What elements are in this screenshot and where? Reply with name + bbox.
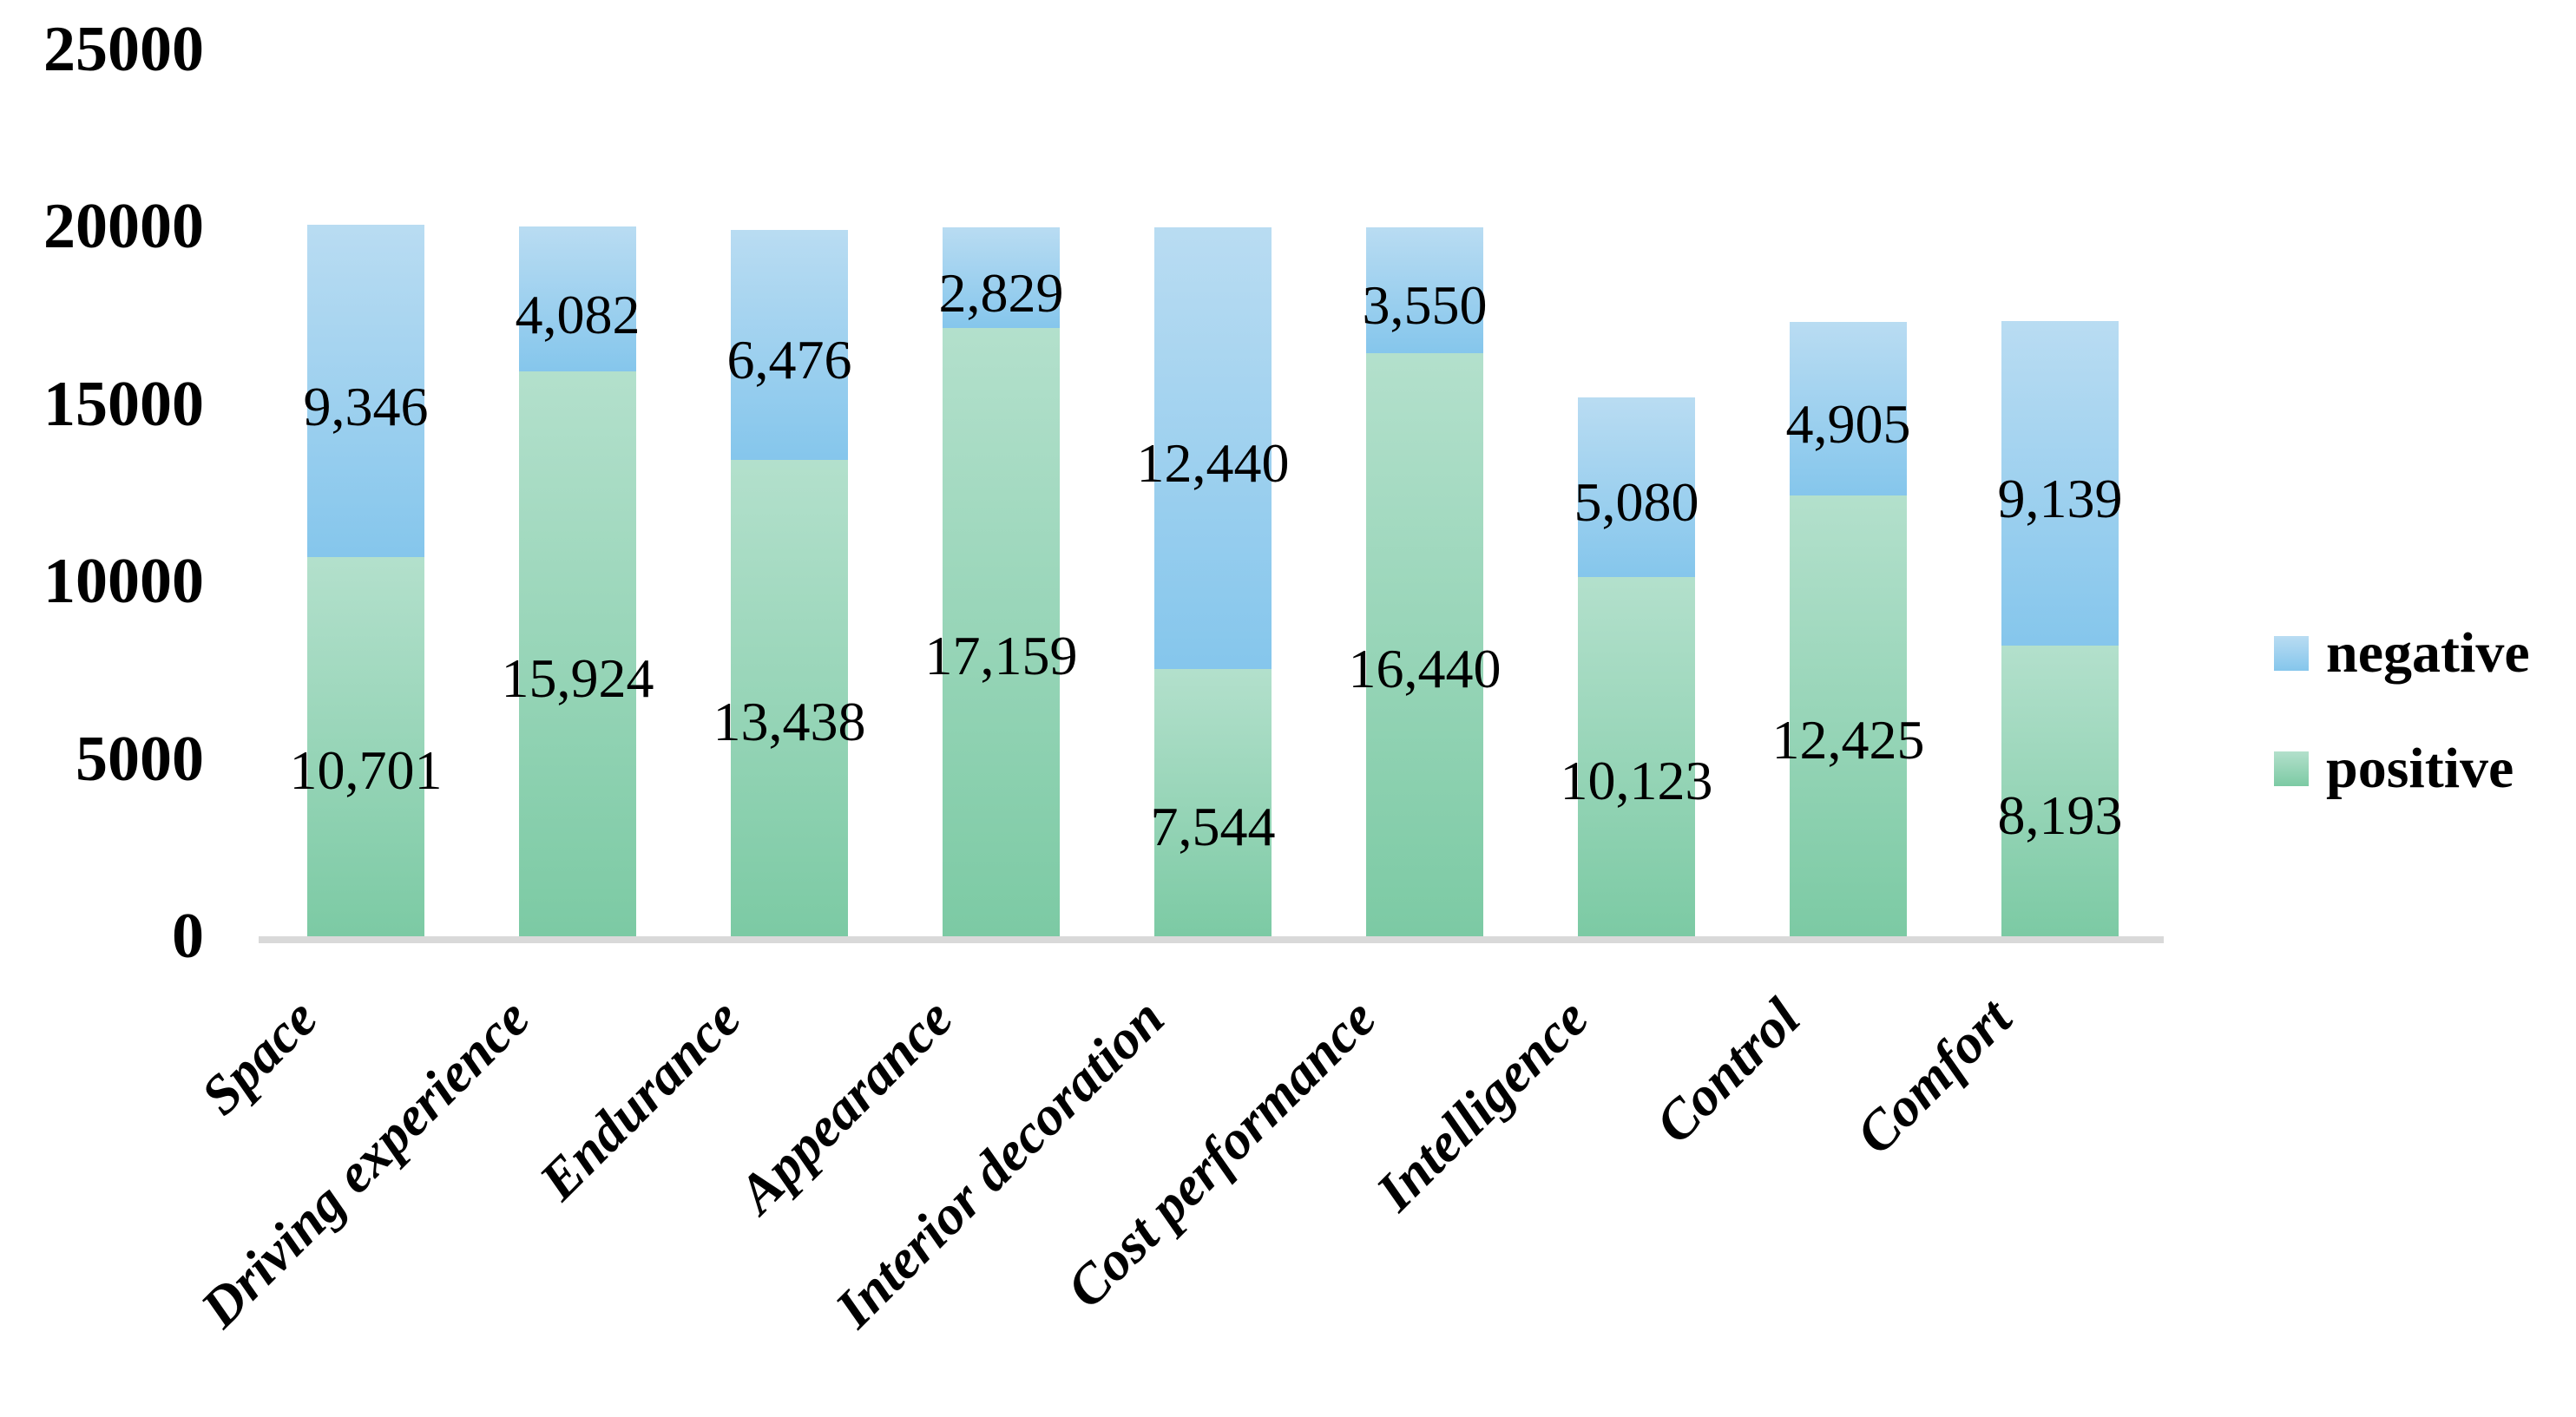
bar-segment-positive: [2001, 646, 2119, 936]
data-label-positive: 10,123: [1560, 750, 1713, 812]
bar-segment-positive: [943, 327, 1060, 936]
bar-segment-negative: [943, 226, 1060, 328]
legend-item-positive: positive: [2274, 740, 2514, 797]
bar-segment-negative: [519, 226, 636, 371]
data-label-positive: 13,438: [713, 691, 866, 753]
legend-label-negative: negative: [2326, 621, 2530, 685]
data-label-negative: 9,139: [1997, 468, 2123, 530]
bar-segment-positive: [307, 556, 424, 936]
data-label-negative: 5,080: [1574, 471, 1699, 534]
x-axis-category-label: Comfort: [1843, 987, 2023, 1166]
x-axis-category-label: Endurance: [527, 987, 752, 1212]
bar-segment-negative: [1578, 397, 1695, 578]
y-axis-tick-label: 25000: [43, 14, 204, 85]
x-axis-category-label: Control: [1643, 987, 1811, 1155]
y-axis-tick-label: 5000: [76, 723, 204, 795]
data-label-positive: 16,440: [1348, 637, 1502, 699]
legend-swatch-negative: [2274, 636, 2309, 671]
legend-swatch-positive: [2274, 751, 2309, 786]
data-label-positive: 8,193: [1997, 784, 2123, 846]
data-label-negative: 2,829: [938, 261, 1064, 324]
x-axis-category-label: Space: [189, 987, 329, 1126]
bar-segment-positive: [519, 371, 636, 936]
data-label-positive: 15,924: [501, 646, 654, 709]
x-axis-category-label: Appearance: [726, 987, 964, 1225]
y-axis-tick-label: 20000: [43, 191, 204, 263]
bar-segment-positive: [1154, 668, 1272, 936]
bar-segment-negative: [731, 229, 848, 460]
bar-segment-negative: [1790, 321, 1907, 496]
data-label-positive: 10,701: [289, 739, 443, 802]
data-label-negative: 12,440: [1136, 432, 1290, 495]
y-axis-tick-label: 0: [172, 901, 204, 972]
bar-segment-negative: [2001, 321, 2119, 646]
data-label-negative: 9,346: [303, 375, 429, 437]
bar-segment-negative: [1154, 227, 1272, 669]
y-axis-tick-label: 15000: [43, 368, 204, 440]
data-label-negative: 6,476: [726, 329, 852, 391]
bar-segment-positive: [1366, 352, 1483, 936]
data-label-positive: 17,159: [924, 625, 1078, 687]
x-axis-category-label: Intelligence: [1364, 987, 1600, 1223]
x-axis-line: [259, 936, 2164, 943]
data-label-negative: 3,550: [1362, 274, 1488, 337]
legend-item-negative: negative: [2274, 625, 2530, 682]
legend-label-positive: positive: [2326, 737, 2514, 800]
data-label-negative: 4,905: [1785, 392, 1911, 455]
data-label-negative: 4,082: [515, 283, 641, 345]
bar-segment-positive: [1790, 495, 1907, 936]
y-axis-tick-label: 10000: [43, 546, 204, 618]
data-label-positive: 12,425: [1771, 709, 1925, 771]
bar-segment-negative: [307, 225, 424, 557]
bar-segment-negative: [1366, 226, 1483, 353]
data-label-positive: 7,544: [1150, 795, 1276, 857]
bar-segment-positive: [1578, 577, 1695, 936]
bar-segment-positive: [731, 459, 848, 936]
